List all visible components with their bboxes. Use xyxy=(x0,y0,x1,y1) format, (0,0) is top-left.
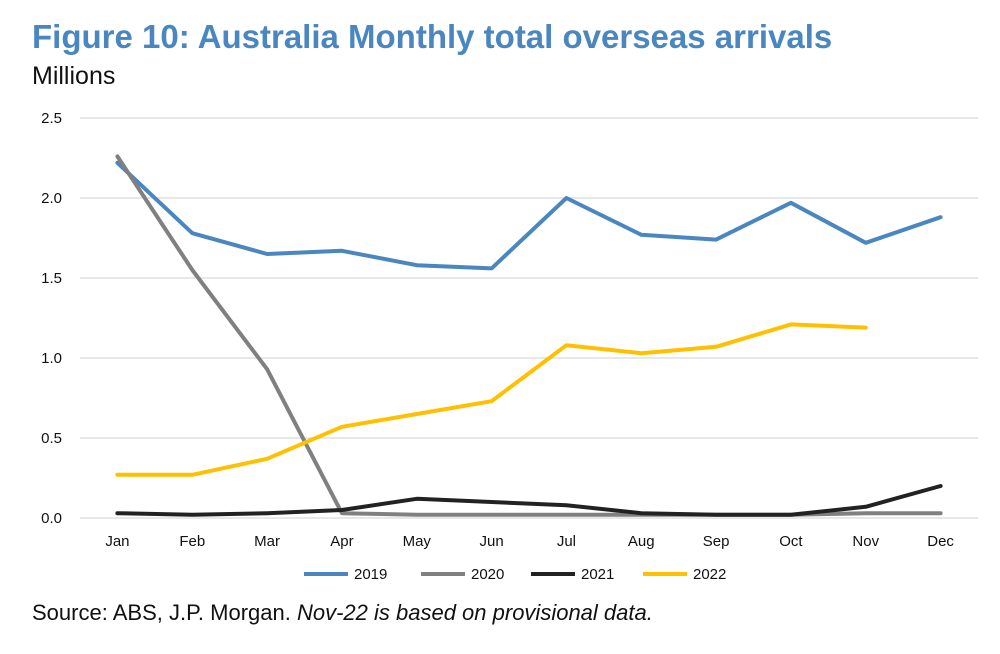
legend-label-2019: 2019 xyxy=(354,566,387,583)
y-tick-label: 0.0 xyxy=(41,510,62,527)
x-tick-label: Sep xyxy=(703,533,730,550)
x-tick-label: Nov xyxy=(852,533,879,550)
series-line-2019 xyxy=(115,160,943,271)
grid-lines xyxy=(80,117,978,519)
y-tick-label: 0.5 xyxy=(41,430,62,447)
y-tick-label: 2.5 xyxy=(41,110,62,127)
series-lines xyxy=(115,154,943,517)
x-tick-label: Oct xyxy=(779,533,803,550)
x-tick-label: Feb xyxy=(179,533,205,550)
source-note: Source: ABS, J.P. Morgan. Nov-22 is base… xyxy=(32,600,653,626)
y-axis-ticks: 0.0 0.5 1.0 1.5 2.0 2.5 xyxy=(41,110,62,527)
series-line-2022 xyxy=(115,322,868,477)
x-tick-label: Apr xyxy=(330,533,353,550)
legend: 2019 2020 2021 2022 xyxy=(304,566,726,583)
provisional-note: Nov-22 is based on provisional data. xyxy=(296,600,653,625)
x-tick-label: Jul xyxy=(557,533,576,550)
chart-title: Figure 10: Australia Monthly total overs… xyxy=(32,18,833,55)
x-tick-label: Jan xyxy=(105,533,129,550)
x-tick-label: Dec xyxy=(927,533,954,550)
source-text: Source: ABS, J.P. Morgan. xyxy=(32,600,291,625)
legend-label-2021: 2021 xyxy=(581,566,614,583)
series-line-2020 xyxy=(115,154,943,517)
y-tick-label: 1.5 xyxy=(41,270,62,287)
x-tick-label: Mar xyxy=(254,533,280,550)
line-chart: 0.0 0.5 1.0 1.5 2.0 2.5 Jan Feb Mar Apr May Jun Jul… xyxy=(41,110,978,583)
series-line-2021 xyxy=(115,484,943,517)
legend-label-2022: 2022 xyxy=(693,566,726,583)
y-tick-label: 1.0 xyxy=(41,350,62,367)
x-tick-label: May xyxy=(403,533,432,550)
x-tick-label: Aug xyxy=(628,533,655,550)
x-tick-label: Jun xyxy=(479,533,503,550)
y-tick-label: 2.0 xyxy=(41,190,62,207)
x-axis-ticks: Jan Feb Mar Apr May Jun Jul Aug Sep Oct Nov Dec xyxy=(105,533,954,550)
legend-label-2020: 2020 xyxy=(471,566,504,583)
unit-label: Millions xyxy=(32,62,116,90)
